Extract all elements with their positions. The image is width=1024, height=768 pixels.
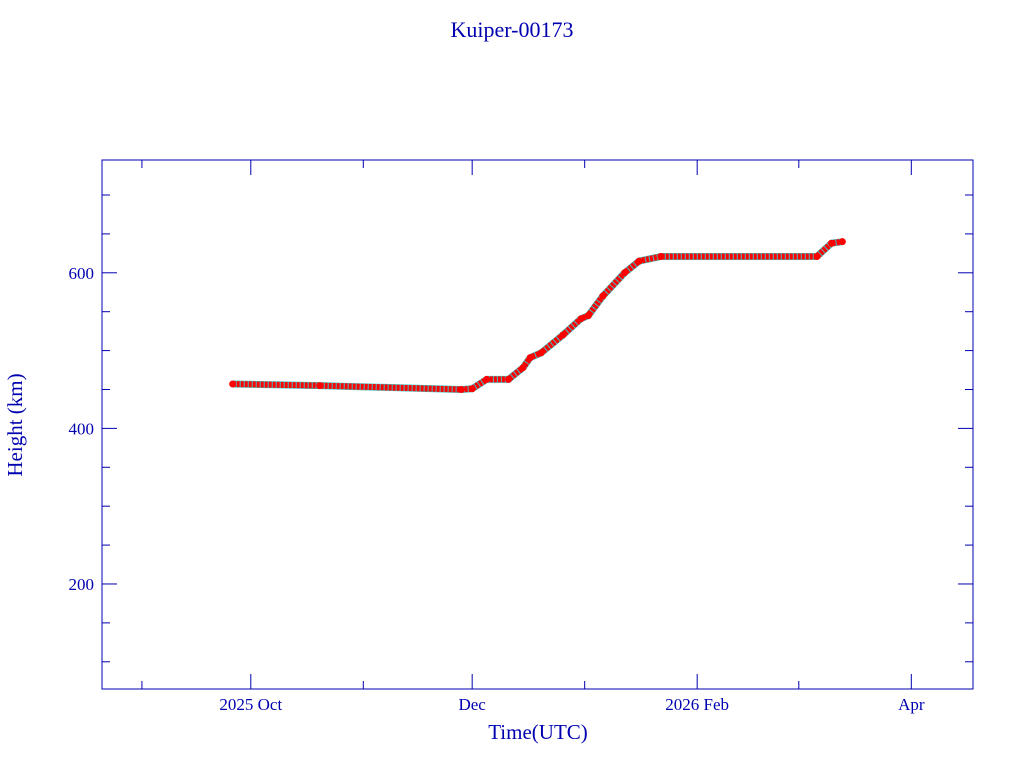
data-point: [537, 349, 545, 357]
data-point: [621, 269, 629, 277]
data-point: [316, 382, 324, 390]
data-point: [457, 385, 465, 393]
data-point: [577, 315, 585, 323]
data-point: [504, 375, 512, 383]
chart-title: Kuiper-00173: [451, 17, 574, 42]
y-tick-label: 600: [69, 264, 95, 283]
y-axis-label: Height (km): [3, 373, 27, 476]
x-tick-label: 2025 Oct: [219, 695, 282, 714]
plot-frame: [101, 159, 974, 690]
data-point: [519, 364, 527, 372]
data-point: [468, 385, 476, 393]
x-tick-label: Apr: [898, 695, 925, 714]
data-point: [229, 380, 237, 388]
data-point: [526, 354, 534, 362]
data-point: [838, 238, 846, 246]
series-line: [232, 238, 843, 393]
x-tick-label: Dec: [458, 695, 486, 714]
data-point: [827, 239, 835, 247]
data-point: [483, 375, 491, 383]
data-point: [635, 257, 643, 265]
x-tick-label: 2026 Feb: [665, 695, 729, 714]
y-tick-label: 400: [69, 419, 95, 438]
data-point: [813, 252, 821, 260]
data-point: [584, 312, 592, 320]
x-axis-label: Time(UTC): [488, 720, 588, 744]
series-underlay: [232, 238, 843, 393]
data-point: [599, 292, 607, 300]
data-point: [657, 252, 665, 260]
data-point: [559, 331, 567, 339]
y-tick-label: 200: [69, 575, 95, 594]
